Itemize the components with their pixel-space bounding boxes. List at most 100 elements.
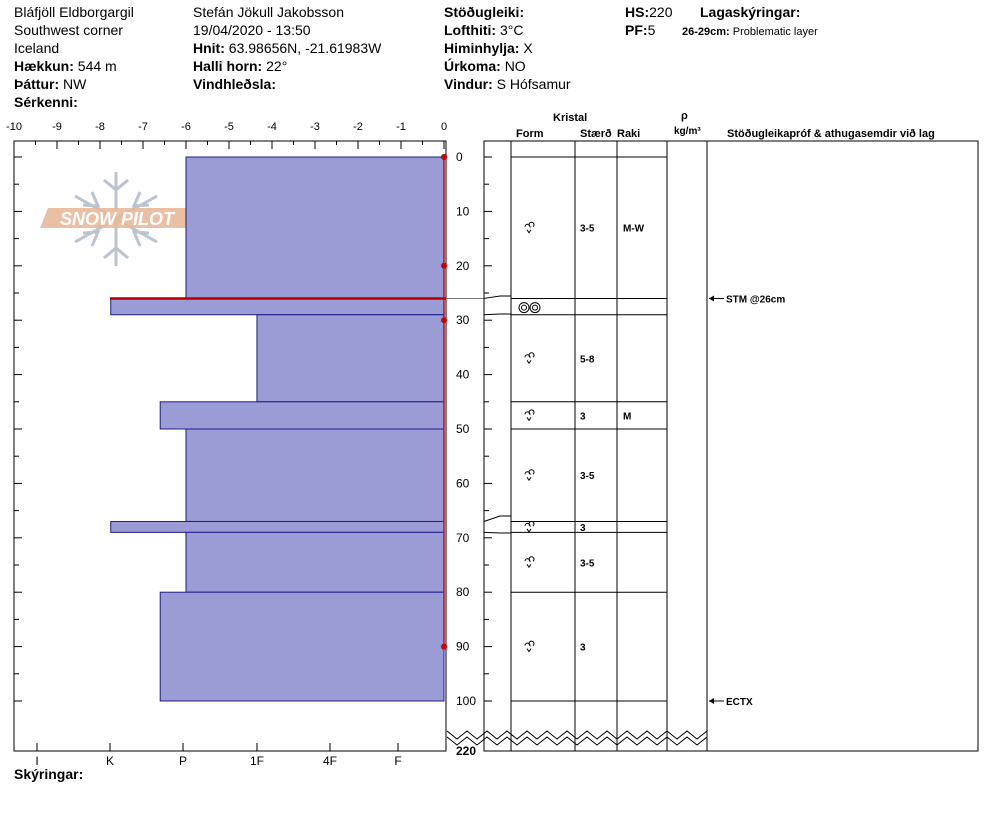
aspect-value: NW bbox=[63, 76, 87, 92]
observer-name: Stefán Jökull Jakobsson bbox=[193, 4, 344, 20]
wind-value: S Hófsamur bbox=[496, 76, 571, 92]
temp-tick-label: -8 bbox=[95, 121, 105, 133]
slope-row: Halli horn: 22° bbox=[193, 58, 287, 74]
precip-row: Úrkoma: NO bbox=[444, 58, 526, 74]
hardness-scale-label: P bbox=[179, 754, 187, 768]
temp-tick-label: -9 bbox=[52, 121, 62, 133]
logo-text: SNOW PILOT bbox=[60, 209, 176, 229]
layer-table-frame bbox=[483, 140, 979, 752]
coords-row: Hnit: 63.98656N, -21.61983W bbox=[193, 40, 381, 56]
layer-size: 3-5 bbox=[580, 224, 595, 235]
depth-tick-label: 90 bbox=[456, 640, 470, 654]
depth-break-zigzag bbox=[446, 736, 708, 746]
temp-tick-label: -10 bbox=[6, 121, 22, 133]
depth-tick-label: 100 bbox=[456, 694, 476, 708]
temp-tick-label: -2 bbox=[353, 121, 363, 133]
density-unit: kg/m³ bbox=[674, 126, 701, 137]
layer-size: 3 bbox=[580, 643, 586, 654]
melt-freeze-icon bbox=[518, 302, 530, 314]
layer-moisture: M bbox=[623, 411, 631, 422]
layer-size: 3 bbox=[580, 523, 586, 534]
wind-loading-label: Vindhleðsla: bbox=[193, 76, 276, 92]
precip-label: Úrkoma: bbox=[444, 58, 501, 74]
wind-label: Vindur: bbox=[444, 76, 493, 92]
rounded-grain-icon bbox=[524, 556, 535, 569]
air-temp-row: Lofthiti: 3°C bbox=[444, 22, 523, 38]
depth-tick-label: 20 bbox=[456, 259, 470, 273]
temp-tick-label: -5 bbox=[224, 121, 234, 133]
aspect-label: Þáttur: bbox=[14, 76, 60, 92]
hardness-bar bbox=[185, 156, 445, 299]
hardness-scale-label: 4F bbox=[323, 754, 337, 768]
melt-freeze-icon bbox=[529, 302, 541, 314]
slope-value: 22° bbox=[266, 58, 288, 74]
test-label: STM @26cm bbox=[726, 294, 785, 305]
layer-connector bbox=[483, 515, 511, 522]
melt-freeze-icon bbox=[521, 304, 527, 311]
moisture-header: Raki bbox=[617, 128, 641, 140]
rounded-grain-icon bbox=[524, 469, 535, 482]
footer-notes-label: Skýringar: bbox=[14, 766, 84, 782]
coords-value: 63.98656N, -21.61983W bbox=[228, 40, 382, 56]
hardness-bar bbox=[256, 314, 445, 403]
rounding-faceted-icon bbox=[524, 409, 535, 422]
temperature-point bbox=[441, 317, 447, 324]
features-label: Sérkenni: bbox=[14, 94, 78, 110]
layer-size: 3 bbox=[580, 411, 586, 422]
stability-label: Stöðugleiki: bbox=[444, 4, 525, 20]
hardness-scale-label: K bbox=[106, 754, 114, 768]
elevation-row: Hækkun: 544 m bbox=[14, 58, 117, 74]
rounding-faceted-icon bbox=[524, 352, 535, 365]
hardness-bar bbox=[185, 531, 445, 593]
layer-size: 3-5 bbox=[580, 558, 595, 569]
coords-label: Hnit: bbox=[193, 40, 225, 56]
temperature-point bbox=[441, 154, 447, 160]
depth-tick-label: 10 bbox=[456, 204, 470, 218]
melt-freeze-icon bbox=[532, 304, 538, 311]
depth-break-zigzag bbox=[446, 730, 708, 740]
sky-row: Himinhylja: X bbox=[444, 40, 533, 56]
region-name: Southwest corner bbox=[14, 22, 123, 38]
temp-tick-label: -1 bbox=[396, 121, 406, 133]
temperature-point bbox=[441, 262, 447, 269]
depth-tick-label: 60 bbox=[456, 476, 470, 490]
layer-notes-label: Lagaskýringar: bbox=[700, 4, 801, 20]
pf-value: 5 bbox=[647, 22, 656, 38]
sky-label: Himinhylja: bbox=[444, 40, 520, 56]
size-header: Stærð bbox=[580, 128, 612, 140]
temp-tick-label: -6 bbox=[181, 121, 191, 133]
elevation-value: 544 m bbox=[77, 58, 117, 74]
test-label: ECTX bbox=[726, 697, 753, 708]
rounding-faceted-icon bbox=[524, 221, 535, 234]
air-temp-label: Lofthiti: bbox=[444, 22, 497, 38]
layer-size: 3-5 bbox=[580, 471, 595, 482]
hardness-bar bbox=[159, 591, 445, 702]
density-symbol: ρ bbox=[681, 110, 688, 122]
pf-label: PF: bbox=[625, 22, 648, 38]
temp-tick-label: -4 bbox=[267, 121, 277, 133]
crystal-header: Kristal bbox=[553, 112, 588, 124]
layer-connector bbox=[483, 313, 511, 316]
temperature-point bbox=[441, 643, 447, 650]
rounded-grain-icon bbox=[524, 640, 535, 653]
hardness-bar bbox=[110, 520, 445, 533]
temp-tick-label: -7 bbox=[138, 121, 148, 133]
test-arrow-icon bbox=[709, 295, 714, 302]
logo-banner bbox=[40, 208, 194, 228]
test-arrow-icon bbox=[709, 698, 714, 704]
sky-value: X bbox=[523, 40, 533, 56]
elevation-label: Hækkun: bbox=[14, 58, 74, 74]
aspect-row: Þáttur: NW bbox=[14, 76, 86, 92]
depth-tick-label: 40 bbox=[456, 368, 470, 382]
temperature-plot-frame bbox=[13, 140, 447, 752]
pf-row: PF:5 bbox=[625, 22, 655, 38]
form-header: Form bbox=[516, 128, 544, 140]
wind-row: Vindur: S Hófsamur bbox=[444, 76, 571, 92]
hs-value: 220 bbox=[649, 4, 673, 20]
hardness-scale-label: I bbox=[35, 754, 38, 768]
hardness-scale-label: F bbox=[394, 754, 401, 768]
layer-connector bbox=[483, 531, 511, 534]
layer-note-row: 26-29cm: Problematic layer bbox=[682, 24, 818, 40]
temp-tick-label: -3 bbox=[310, 121, 320, 133]
